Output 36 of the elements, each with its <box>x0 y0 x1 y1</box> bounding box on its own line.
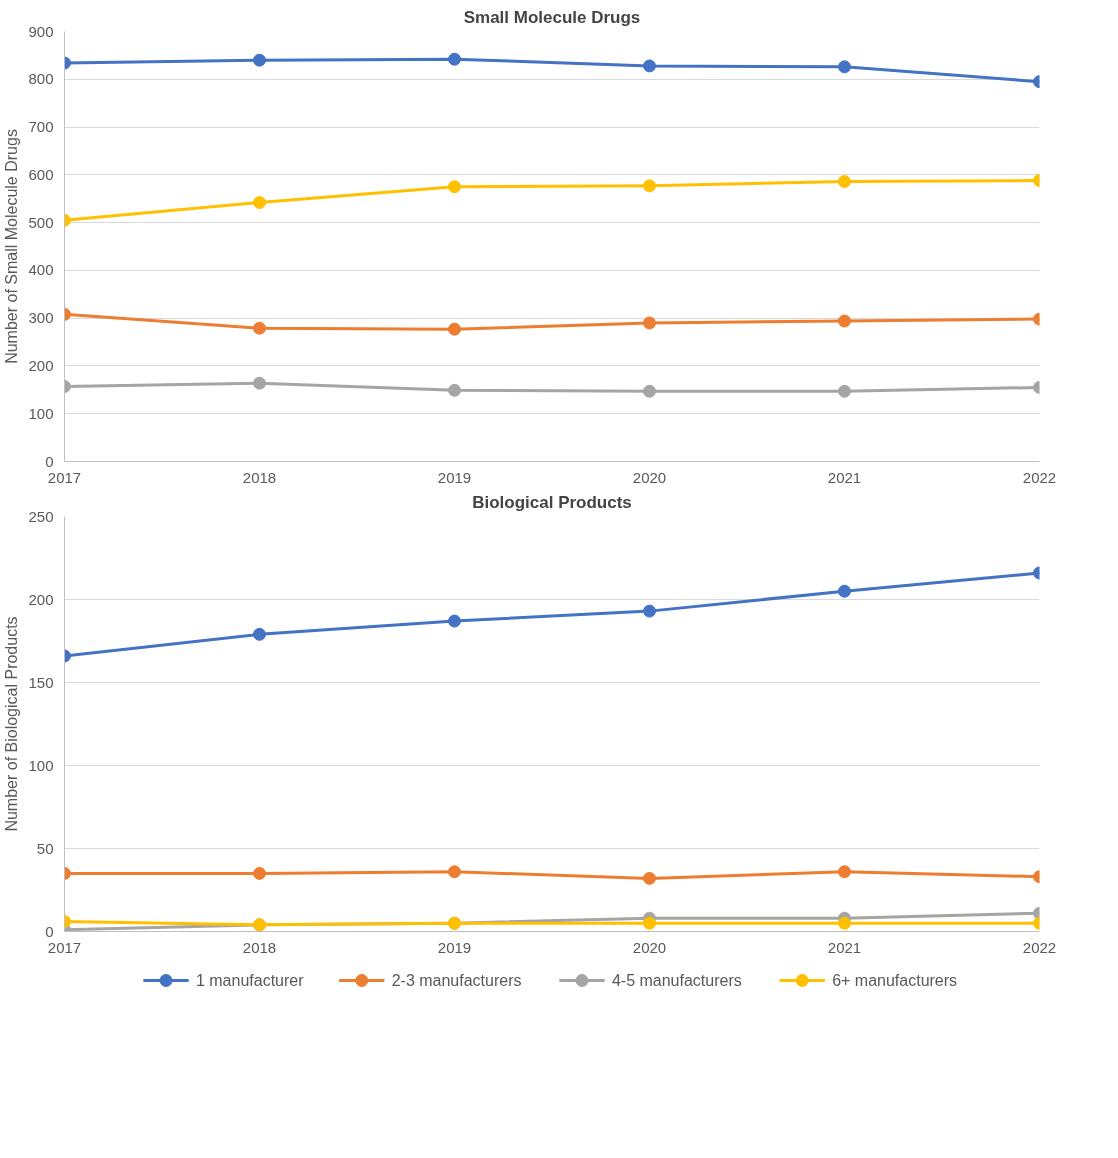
y-tick-label: 50 <box>36 839 54 857</box>
x-tick-label: 2020 <box>632 468 667 486</box>
y-tick-label: 300 <box>28 309 54 327</box>
y-tick-label: 0 <box>45 452 54 470</box>
y-tick-label: 150 <box>28 673 54 691</box>
y-tick-label: 700 <box>28 118 54 136</box>
x-tick-label: 2017 <box>47 468 82 486</box>
x-tick-label: 2019 <box>437 938 472 956</box>
y-tick-label: 100 <box>28 404 54 422</box>
y-tick-label: 100 <box>28 756 54 774</box>
x-tick-label: 2017 <box>47 938 82 956</box>
legend-label: 2-3 manufacturers <box>391 972 522 989</box>
y-axis-title: Number of Small Molecule Drugs <box>3 129 21 364</box>
y-tick-label: 600 <box>28 165 54 183</box>
x-tick-label: 2021 <box>827 938 862 956</box>
x-tick-label: 2018 <box>242 938 277 956</box>
x-tick-label: 2020 <box>632 938 667 956</box>
y-tick-label: 400 <box>28 261 54 279</box>
y-tick-label: 0 <box>45 922 54 940</box>
y-tick-label: 200 <box>28 590 54 608</box>
x-tick-label: 2021 <box>827 468 862 486</box>
x-tick-label: 2022 <box>1022 938 1057 956</box>
legend-label: 4-5 manufacturers <box>611 972 742 989</box>
y-tick-label: 900 <box>28 22 54 40</box>
x-tick-label: 2018 <box>242 468 277 486</box>
legend-label: 6+ manufacturers <box>832 972 958 989</box>
y-axis-title: Number of Biological Products <box>3 616 21 832</box>
legend-label: 1 manufacturer <box>195 972 305 989</box>
chart-title: Biological Products <box>472 492 632 512</box>
x-tick-label: 2019 <box>437 468 472 486</box>
x-tick-label: 2022 <box>1022 468 1057 486</box>
y-tick-label: 500 <box>28 213 54 231</box>
chart-title: Small Molecule Drugs <box>463 7 641 27</box>
y-tick-label: 250 <box>28 507 54 525</box>
y-tick-label: 200 <box>28 356 54 374</box>
y-tick-label: 800 <box>28 70 54 88</box>
